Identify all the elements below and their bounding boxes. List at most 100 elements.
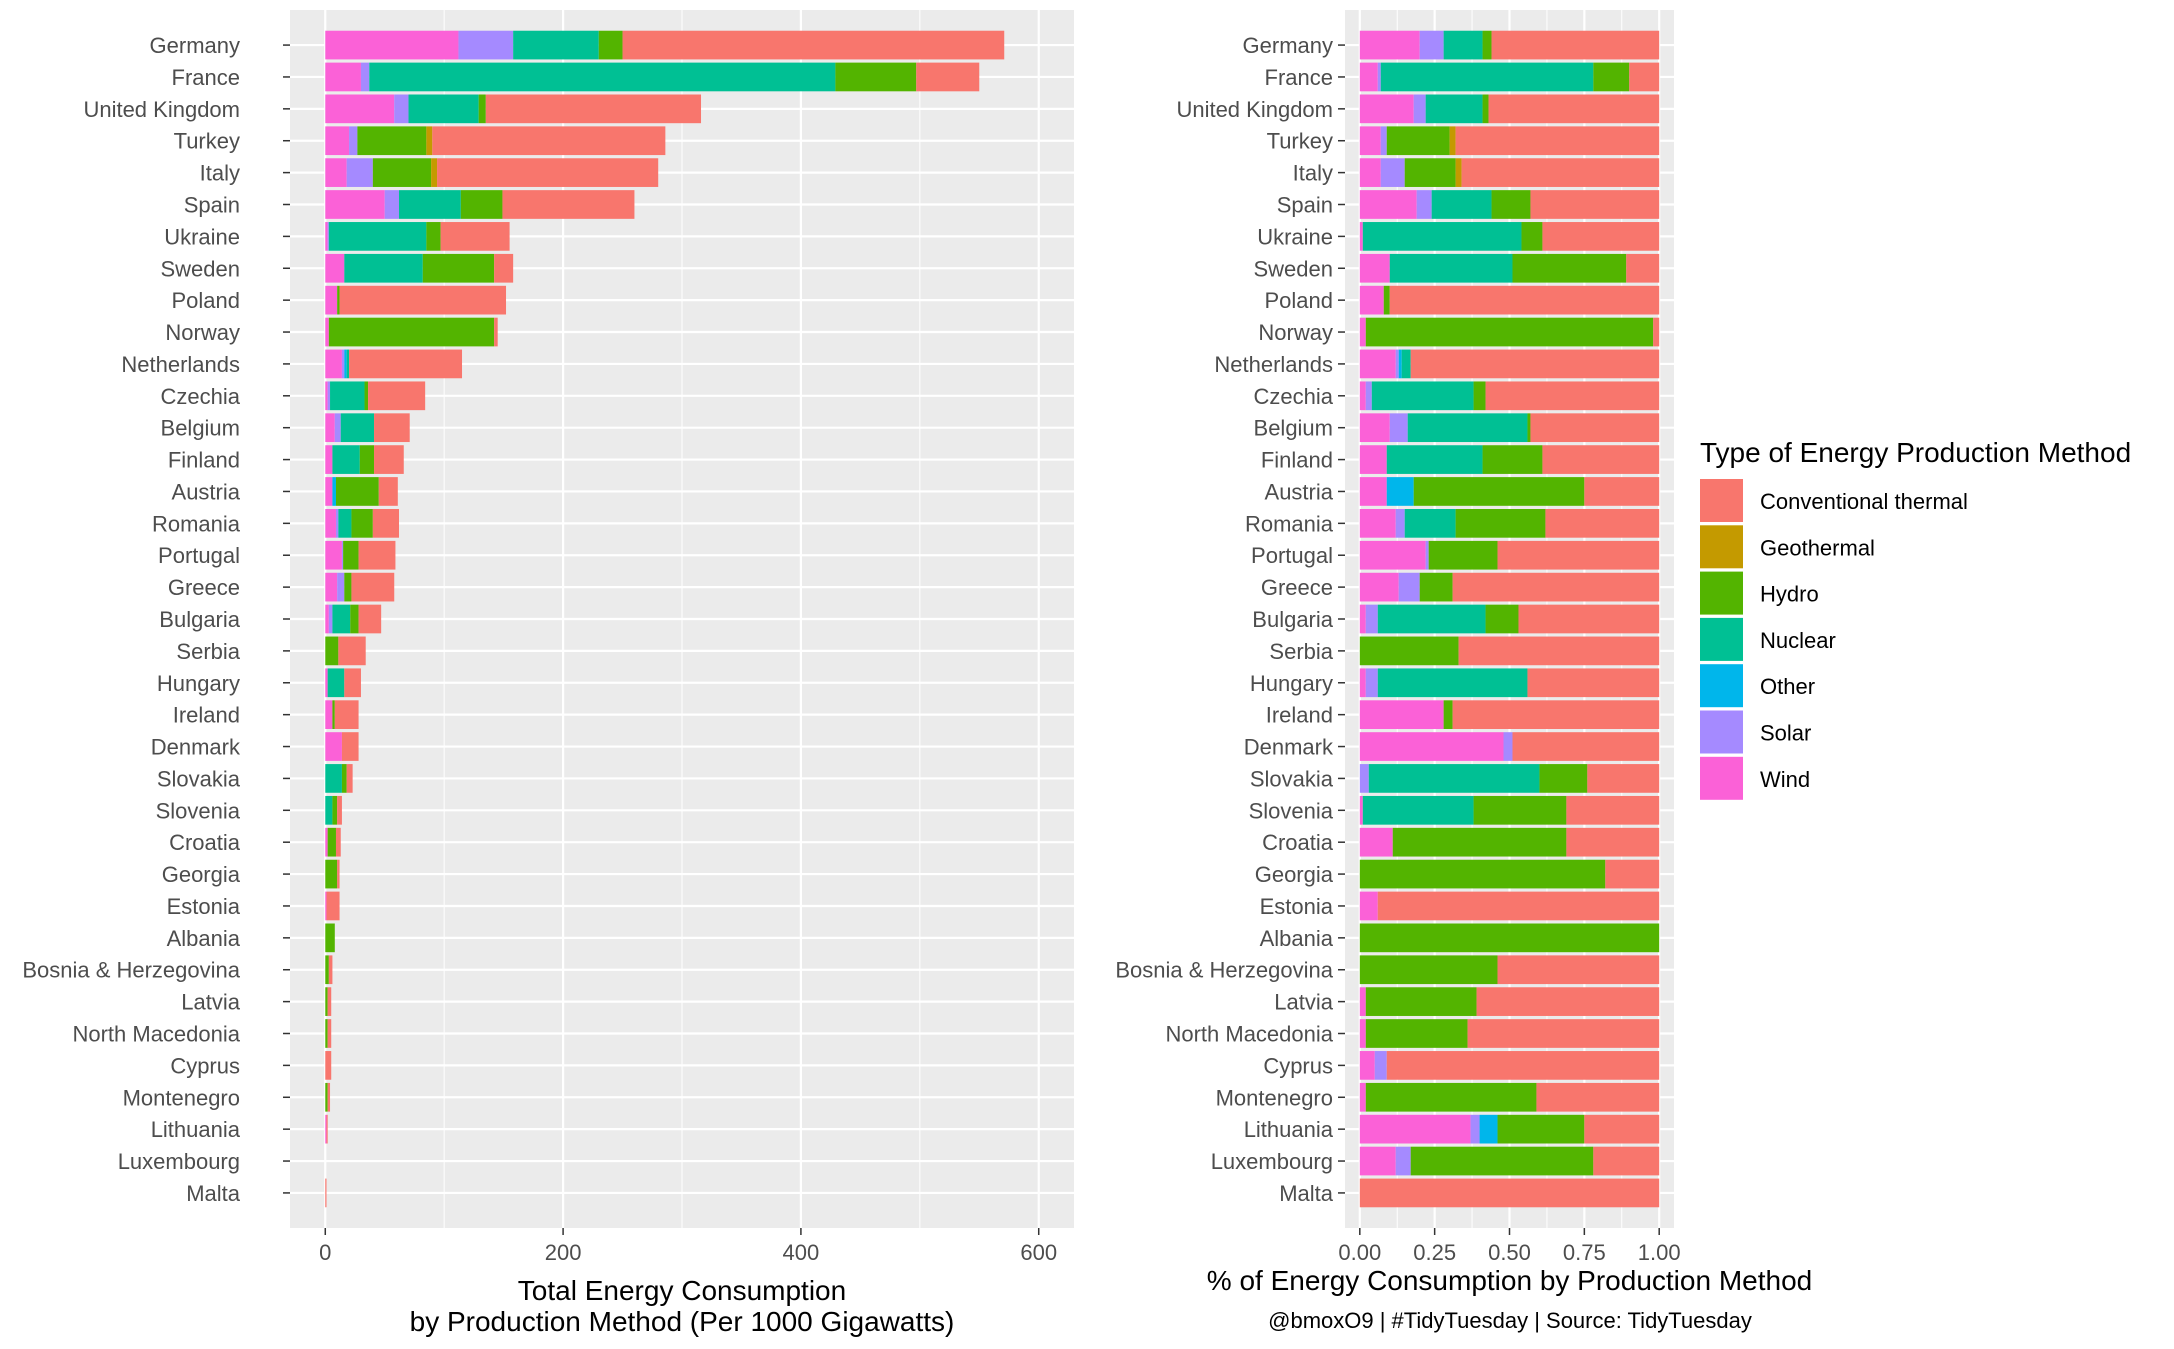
left-bar-montenegro-hydro — [325, 1082, 328, 1112]
right-bar-belgium-solar — [1389, 413, 1408, 443]
right-bar-czechia-solar — [1365, 381, 1372, 411]
right-y-tick-label-italy: Italy — [1293, 161, 1333, 186]
right-bar-estonia-wind — [1359, 891, 1378, 921]
left-bar-bosnia-and-herzegovina-conventional-thermal — [328, 955, 333, 985]
right-bar-montenegro-hydro — [1365, 1082, 1537, 1112]
left-bar-germany-solar — [458, 30, 514, 60]
right-y-tick-label-latvia: Latvia — [1274, 990, 1333, 1015]
left-bar-ukraine-wind — [325, 222, 328, 251]
right-y-tick-label-serbia: Serbia — [1269, 639, 1333, 664]
right-bar-romania-solar — [1395, 508, 1405, 538]
right-bar-finland-wind — [1359, 445, 1387, 474]
right-bar-hungary-conventional-thermal — [1527, 668, 1660, 698]
right-y-tick-label-luxembourg: Luxembourg — [1211, 1149, 1333, 1174]
right-bar-belgium-wind — [1359, 413, 1390, 443]
left-bar-cyprus-conventional-thermal — [325, 1051, 332, 1080]
left-y-tick-label-slovenia: Slovenia — [156, 798, 241, 823]
left-y-tick-label-estonia: Estonia — [167, 894, 241, 919]
right-bar-turkey-hydro — [1386, 126, 1450, 156]
right-bar-austria-conventional-thermal — [1584, 477, 1660, 506]
left-bar-ukraine-nuclear — [328, 222, 427, 251]
right-bar-italy-conventional-thermal — [1461, 158, 1660, 187]
legend-key-conventional-thermal — [1700, 479, 1743, 522]
left-y-tick-label-denmark: Denmark — [151, 735, 241, 760]
left-y-tick-label-united-kingdom: United Kingdom — [83, 97, 240, 122]
right-bar-bulgaria-conventional-thermal — [1518, 604, 1660, 634]
right-y-tick-label-ukraine: Ukraine — [1257, 224, 1333, 249]
right-bar-sweden-conventional-thermal — [1626, 253, 1660, 283]
right-y-tick-label-sweden: Sweden — [1253, 256, 1333, 281]
right-bar-norway-wind — [1359, 317, 1366, 347]
left-y-tick-label-slovakia: Slovakia — [157, 766, 241, 791]
right-y-tick-label-france: France — [1265, 65, 1333, 90]
left-y-tick-label-bosnia-and-herzegovina: Bosnia & Herzegovina — [22, 958, 240, 983]
right-bar-greece-hydro — [1419, 572, 1453, 602]
right-bar-north-macedonia-conventional-thermal — [1467, 1019, 1660, 1048]
left-bar-greece-solar — [337, 572, 345, 602]
left-panel-total-consumption: Germany France United Kingdom Turkey Italy Sp… — [22, 10, 1074, 1337]
right-y-tick-label-poland: Poland — [1264, 288, 1333, 313]
right-bar-slovakia-nuclear — [1368, 764, 1540, 793]
right-bar-ukraine-wind — [1359, 222, 1363, 251]
left-bar-united-kingdom-wind — [325, 94, 395, 124]
left-x-tick-label: 200 — [545, 1240, 582, 1265]
left-bar-netherlands-conventional-thermal — [349, 349, 463, 379]
right-bar-denmark-wind — [1359, 732, 1504, 761]
right-y-tick-label-austria: Austria — [1265, 479, 1334, 504]
left-bar-north-macedonia-hydro — [325, 1019, 328, 1048]
right-bar-italy-wind — [1359, 158, 1381, 187]
left-y-tick-label-poland: Poland — [171, 288, 240, 313]
right-bar-malta-conventional-thermal — [1359, 1178, 1660, 1208]
right-bar-estonia-conventional-thermal — [1377, 891, 1660, 921]
right-bar-slovenia-wind — [1359, 795, 1363, 825]
right-bar-france-wind — [1359, 62, 1378, 92]
right-bar-ukraine-nuclear — [1362, 222, 1522, 251]
right-y-tick-label-turkey: Turkey — [1267, 129, 1333, 154]
right-bar-romania-conventional-thermal — [1545, 508, 1660, 538]
left-bar-sweden-hydro — [422, 253, 495, 283]
left-bar-denmark-wind — [325, 732, 342, 761]
left-y-tick-label-turkey: Turkey — [174, 129, 240, 154]
right-bar-united-kingdom-nuclear — [1425, 94, 1483, 124]
right-bar-czechia-conventional-thermal — [1485, 381, 1660, 411]
right-bar-poland-hydro — [1383, 285, 1390, 315]
left-bar-united-kingdom-hydro — [478, 94, 486, 124]
right-bar-serbia-hydro — [1359, 636, 1459, 666]
right-bar-croatia-hydro — [1392, 827, 1567, 857]
right-bar-poland-wind — [1359, 285, 1384, 315]
left-bar-sweden-wind — [325, 253, 345, 283]
right-y-tick-label-greece: Greece — [1261, 575, 1333, 600]
right-bar-germany-nuclear — [1443, 30, 1483, 60]
right-bar-spain-wind — [1359, 190, 1417, 219]
right-bar-slovakia-conventional-thermal — [1587, 764, 1660, 793]
right-bar-cyprus-conventional-thermal — [1386, 1051, 1660, 1080]
left-bar-portugal-conventional-thermal — [358, 540, 396, 570]
right-bar-czechia-wind — [1359, 381, 1366, 411]
right-bar-greece-solar — [1398, 572, 1420, 602]
right-bar-germany-wind — [1359, 30, 1420, 60]
legend-title: Type of Energy Production Method — [1700, 437, 2131, 468]
left-bar-spain-nuclear — [399, 190, 461, 219]
left-bar-croatia-conventional-thermal — [335, 827, 341, 857]
left-bar-austria-other — [332, 477, 336, 506]
left-bar-bulgaria-conventional-thermal — [358, 604, 382, 634]
left-bar-romania-hydro — [351, 508, 373, 538]
left-bar-hungary-nuclear — [327, 668, 345, 698]
left-bar-united-kingdom-solar — [394, 94, 409, 124]
left-bar-netherlands-nuclear — [346, 349, 350, 379]
left-bar-austria-wind — [325, 477, 333, 506]
left-y-tick-label-georgia: Georgia — [162, 862, 241, 887]
left-bar-france-nuclear — [369, 62, 836, 92]
left-bar-germany-nuclear — [513, 30, 599, 60]
left-bar-romania-wind — [325, 508, 336, 538]
right-bar-ireland-conventional-thermal — [1452, 700, 1660, 730]
left-bar-spain-solar — [384, 190, 400, 219]
left-y-tick-label-lithuania: Lithuania — [151, 1117, 241, 1142]
legend-key-hydro — [1700, 571, 1743, 615]
left-bar-slovakia-conventional-thermal — [346, 764, 353, 793]
right-bar-croatia-wind — [1359, 827, 1393, 857]
right-bar-norway-hydro — [1365, 317, 1654, 347]
right-bar-cyprus-wind — [1359, 1051, 1375, 1080]
left-bar-lithuania-conventional-thermal — [326, 1114, 328, 1144]
